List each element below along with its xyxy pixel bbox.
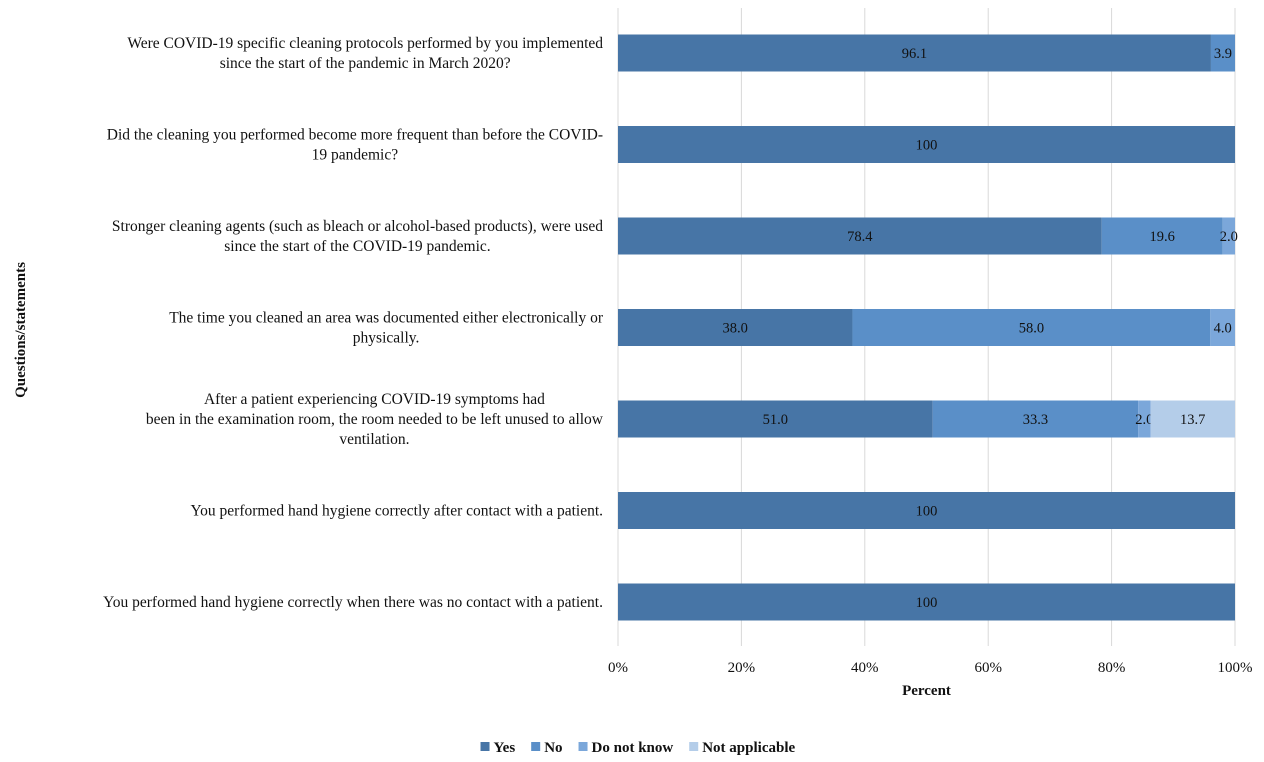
data-label: 58.0 [1019,321,1044,337]
category-label: Stronger cleaning agents (such as bleach… [112,218,603,255]
data-label: 3.9 [1214,46,1232,62]
data-label: 33.3 [1023,412,1048,428]
x-tick-label: 20% [728,660,756,676]
category-label: Did the cleaning you performed become mo… [107,127,603,164]
x-tick-label: 0% [608,660,628,676]
legend-swatch [689,742,699,751]
category-label: You performed hand hygiene correctly whe… [103,594,603,611]
x-tick-label: 80% [1098,660,1126,676]
bar-segment [932,400,1139,438]
bar-segment [618,217,1102,255]
x-axis-title: Percent [902,683,951,699]
legend-entry: Yes [494,740,516,756]
data-label: 2.0 [1135,412,1153,428]
legend-swatch [531,742,541,751]
x-tick-label: 40% [851,660,879,676]
category-label: You performed hand hygiene correctly aft… [191,503,603,520]
legend-entry: Not applicable [702,740,795,756]
data-label: 2.0 [1220,229,1238,245]
bar-segment [618,400,933,438]
data-label: 4.0 [1214,321,1232,337]
bar-segment [1150,400,1235,438]
x-tick-label: 100% [1218,660,1253,676]
bar-segment [618,34,1211,72]
legend-entry: No [544,740,562,756]
bar-segment [618,126,1235,163]
data-label: 96.1 [902,46,927,62]
data-label: 51.0 [763,412,788,428]
bar-segment [1101,217,1223,255]
legend-swatch [578,742,588,751]
category-labels: Were COVID-19 specific cleaning protocol… [103,35,604,611]
bars: 96.1 3.9 100 78.4 19.6 2.0 38.0 58.0 4.0 51.0 33.3… [618,34,1238,621]
bar-segment [1222,217,1235,255]
bar-segment [1210,34,1235,72]
bar-segment [852,309,1211,346]
data-label: 100 [916,138,938,154]
bar-segment [1210,309,1235,346]
data-label: 100 [916,595,938,611]
data-label: 78.4 [847,229,873,245]
data-label: 100 [916,504,938,520]
legend: Yes No Do not know Not applicable [480,740,795,756]
data-label: 19.6 [1150,229,1175,245]
category-label: Were COVID-19 specific cleaning protocol… [127,35,603,72]
y-axis-title: Questions/statements [13,262,29,398]
bar-segment [618,583,1235,621]
bar-segment [1138,400,1151,438]
category-label: After a patient experiencing COVID-19 sy… [146,391,604,448]
legend-entry: Do not know [592,740,674,756]
data-label: 13.7 [1180,412,1205,428]
x-tick-label: 60% [974,660,1002,676]
category-label: The time you cleaned an area was documen… [169,310,604,347]
bar-segment [618,492,1235,529]
legend-swatch [480,742,490,751]
x-axis-ticks: 0% 20% 40% 60% 80% 100% [608,660,1253,676]
data-label: 38.0 [723,321,748,337]
bar-segment [618,309,853,346]
